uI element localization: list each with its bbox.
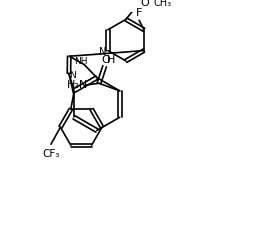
Text: H₂N: H₂N [67, 80, 88, 90]
Text: O: O [140, 0, 149, 8]
Text: CF₃: CF₃ [42, 149, 60, 159]
Text: H: H [107, 55, 115, 65]
Text: N: N [99, 47, 107, 57]
Text: N: N [69, 71, 76, 80]
Text: CH₃: CH₃ [153, 0, 172, 8]
Text: F: F [136, 8, 142, 18]
Text: O: O [101, 55, 110, 65]
Text: NH: NH [74, 57, 87, 66]
